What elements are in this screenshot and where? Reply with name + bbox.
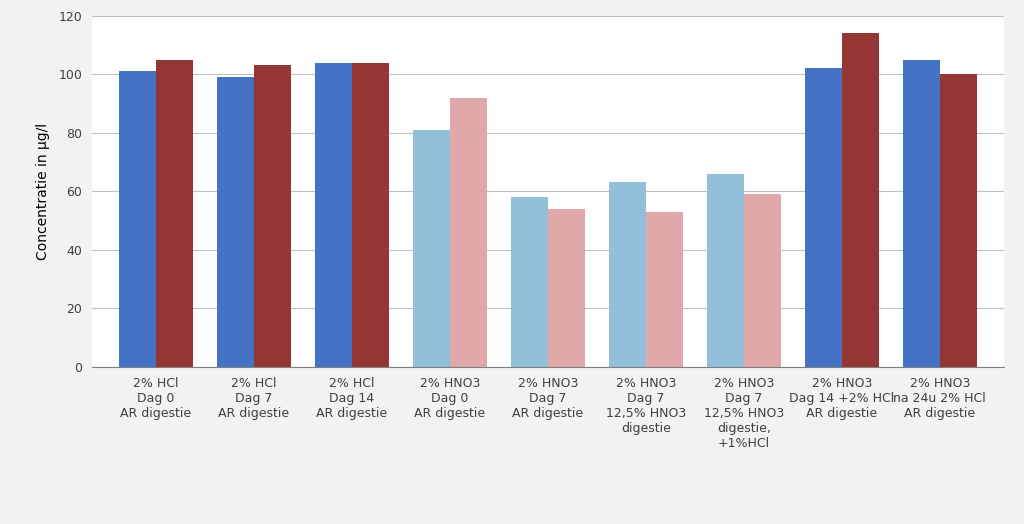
- Y-axis label: Concentratie in µg/l: Concentratie in µg/l: [36, 123, 50, 260]
- Bar: [707, 174, 743, 367]
- Bar: [254, 66, 291, 367]
- Bar: [119, 71, 156, 367]
- Bar: [842, 34, 879, 367]
- Bar: [352, 62, 389, 367]
- Bar: [450, 97, 487, 367]
- Bar: [743, 194, 781, 367]
- Bar: [314, 62, 352, 367]
- Bar: [940, 74, 977, 367]
- Bar: [902, 60, 940, 367]
- Bar: [646, 212, 683, 367]
- Bar: [413, 130, 450, 367]
- Bar: [548, 209, 585, 367]
- Bar: [805, 69, 842, 367]
- Bar: [217, 77, 254, 367]
- Bar: [156, 60, 194, 367]
- Bar: [608, 182, 646, 367]
- Bar: [511, 197, 548, 367]
